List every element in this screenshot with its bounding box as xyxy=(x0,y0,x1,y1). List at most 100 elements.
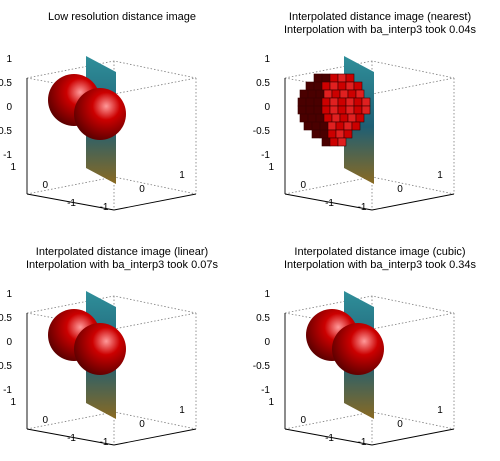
voxel xyxy=(351,121,361,131)
voxel xyxy=(335,121,345,131)
z-tick-label: -0.5 xyxy=(0,361,12,372)
x-tick-label: 0 xyxy=(139,184,145,195)
voxel xyxy=(321,137,331,147)
voxel xyxy=(321,73,331,83)
voxel xyxy=(315,113,325,123)
x-tick-label: -1 xyxy=(358,202,367,213)
x-axis-line xyxy=(113,193,197,211)
isosurface-blocky xyxy=(297,73,371,147)
voxel xyxy=(315,89,325,99)
z-tick-label: -0.5 xyxy=(253,361,271,372)
z-tick-label: 0.5 xyxy=(256,313,270,324)
voxel xyxy=(307,89,317,99)
voxel xyxy=(329,137,339,147)
y-axis-line xyxy=(284,193,373,211)
subplot-4: Interpolated distance image (cubic)Inter… xyxy=(253,246,477,448)
y-tick-label: 1 xyxy=(268,397,274,408)
voxel xyxy=(345,105,355,115)
voxel xyxy=(353,97,363,107)
y-tick-label: 0 xyxy=(300,415,306,426)
x-tick-label: 0 xyxy=(397,184,403,195)
voxel xyxy=(345,81,355,91)
subplot-title: Interpolated distance image (cubic) xyxy=(294,246,465,258)
x-tick-label: 1 xyxy=(437,170,443,181)
subplot-2: Interpolated distance image (nearest)Int… xyxy=(253,11,477,213)
z-tick-label: 1 xyxy=(6,289,12,300)
voxel xyxy=(305,97,315,107)
z-tick-label: -1 xyxy=(261,150,270,161)
x-tick-label: 1 xyxy=(179,170,185,181)
x-axis-line xyxy=(113,428,197,446)
voxel xyxy=(313,73,323,83)
voxel xyxy=(329,105,339,115)
voxel xyxy=(299,113,309,123)
z-tick-label: 0.5 xyxy=(0,78,12,89)
voxel xyxy=(337,73,347,83)
z-tick-label: 0.5 xyxy=(0,313,12,324)
z-tick-label: 0 xyxy=(6,337,12,348)
voxel xyxy=(297,105,307,115)
z-tick-label: -1 xyxy=(3,385,12,396)
x-tick-label: 0 xyxy=(397,419,403,430)
subplot-title: Interpolated distance image (nearest) xyxy=(289,11,471,23)
voxel xyxy=(307,113,317,123)
y-tick-label: 1 xyxy=(268,162,274,173)
voxel xyxy=(343,121,353,131)
voxel xyxy=(331,89,341,99)
voxel xyxy=(323,113,333,123)
voxel xyxy=(345,73,355,83)
voxel xyxy=(337,97,347,107)
subplot-1: Low resolution distance image 1 0.5 0 -0.5 -1… xyxy=(0,11,197,213)
x-tick-label: -1 xyxy=(358,437,367,448)
voxel xyxy=(335,129,345,139)
voxel xyxy=(305,81,315,91)
subplot-title: Interpolated distance image (linear) xyxy=(36,246,208,258)
voxel xyxy=(321,105,331,115)
voxel xyxy=(313,105,323,115)
x-tick-label: -1 xyxy=(100,202,109,213)
y-tick-label: -1 xyxy=(325,433,334,444)
subplot-subtitle: Interpolation with ba_interp3 took 0.04s xyxy=(284,24,477,36)
y-tick-label: 1 xyxy=(10,397,16,408)
voxel xyxy=(337,137,347,147)
voxel xyxy=(313,81,323,91)
voxel xyxy=(339,113,349,123)
z-tick-label: 0 xyxy=(6,102,12,113)
x-tick-label: -1 xyxy=(100,437,109,448)
subplot-3: Interpolated distance image (linear)Inte… xyxy=(0,246,219,448)
y-axis-line xyxy=(26,193,115,211)
z-tick-label: -0.5 xyxy=(0,126,12,137)
voxel xyxy=(347,89,357,99)
voxel xyxy=(347,113,357,123)
voxel xyxy=(327,121,337,131)
z-tick-label: 1 xyxy=(6,54,12,65)
voxel xyxy=(321,97,331,107)
sphere-front xyxy=(332,323,384,375)
voxel xyxy=(321,81,331,91)
voxel xyxy=(343,129,353,139)
voxel xyxy=(355,113,365,123)
voxel xyxy=(337,81,347,91)
x-axis-line xyxy=(371,193,455,211)
subplot-subtitle: Interpolation with ba_interp3 took 0.34s xyxy=(284,259,477,271)
voxel xyxy=(313,97,323,107)
sphere-front xyxy=(74,323,126,375)
voxel xyxy=(353,105,363,115)
voxel xyxy=(305,105,315,115)
voxel xyxy=(361,97,371,107)
x-axis-line xyxy=(371,428,455,446)
voxel xyxy=(337,105,347,115)
voxel xyxy=(361,105,371,115)
y-tick-label: -1 xyxy=(67,198,76,209)
voxel xyxy=(353,81,363,91)
subplot-subtitle: Interpolation with ba_interp3 took 0.07s xyxy=(26,259,219,271)
z-tick-label: 0 xyxy=(264,102,270,113)
x-tick-label: 1 xyxy=(179,405,185,416)
isosurface-smooth xyxy=(48,309,126,375)
z-tick-label: 1 xyxy=(264,54,270,65)
voxel xyxy=(329,81,339,91)
voxel xyxy=(339,89,349,99)
voxel xyxy=(311,129,321,139)
y-tick-label: -1 xyxy=(67,433,76,444)
